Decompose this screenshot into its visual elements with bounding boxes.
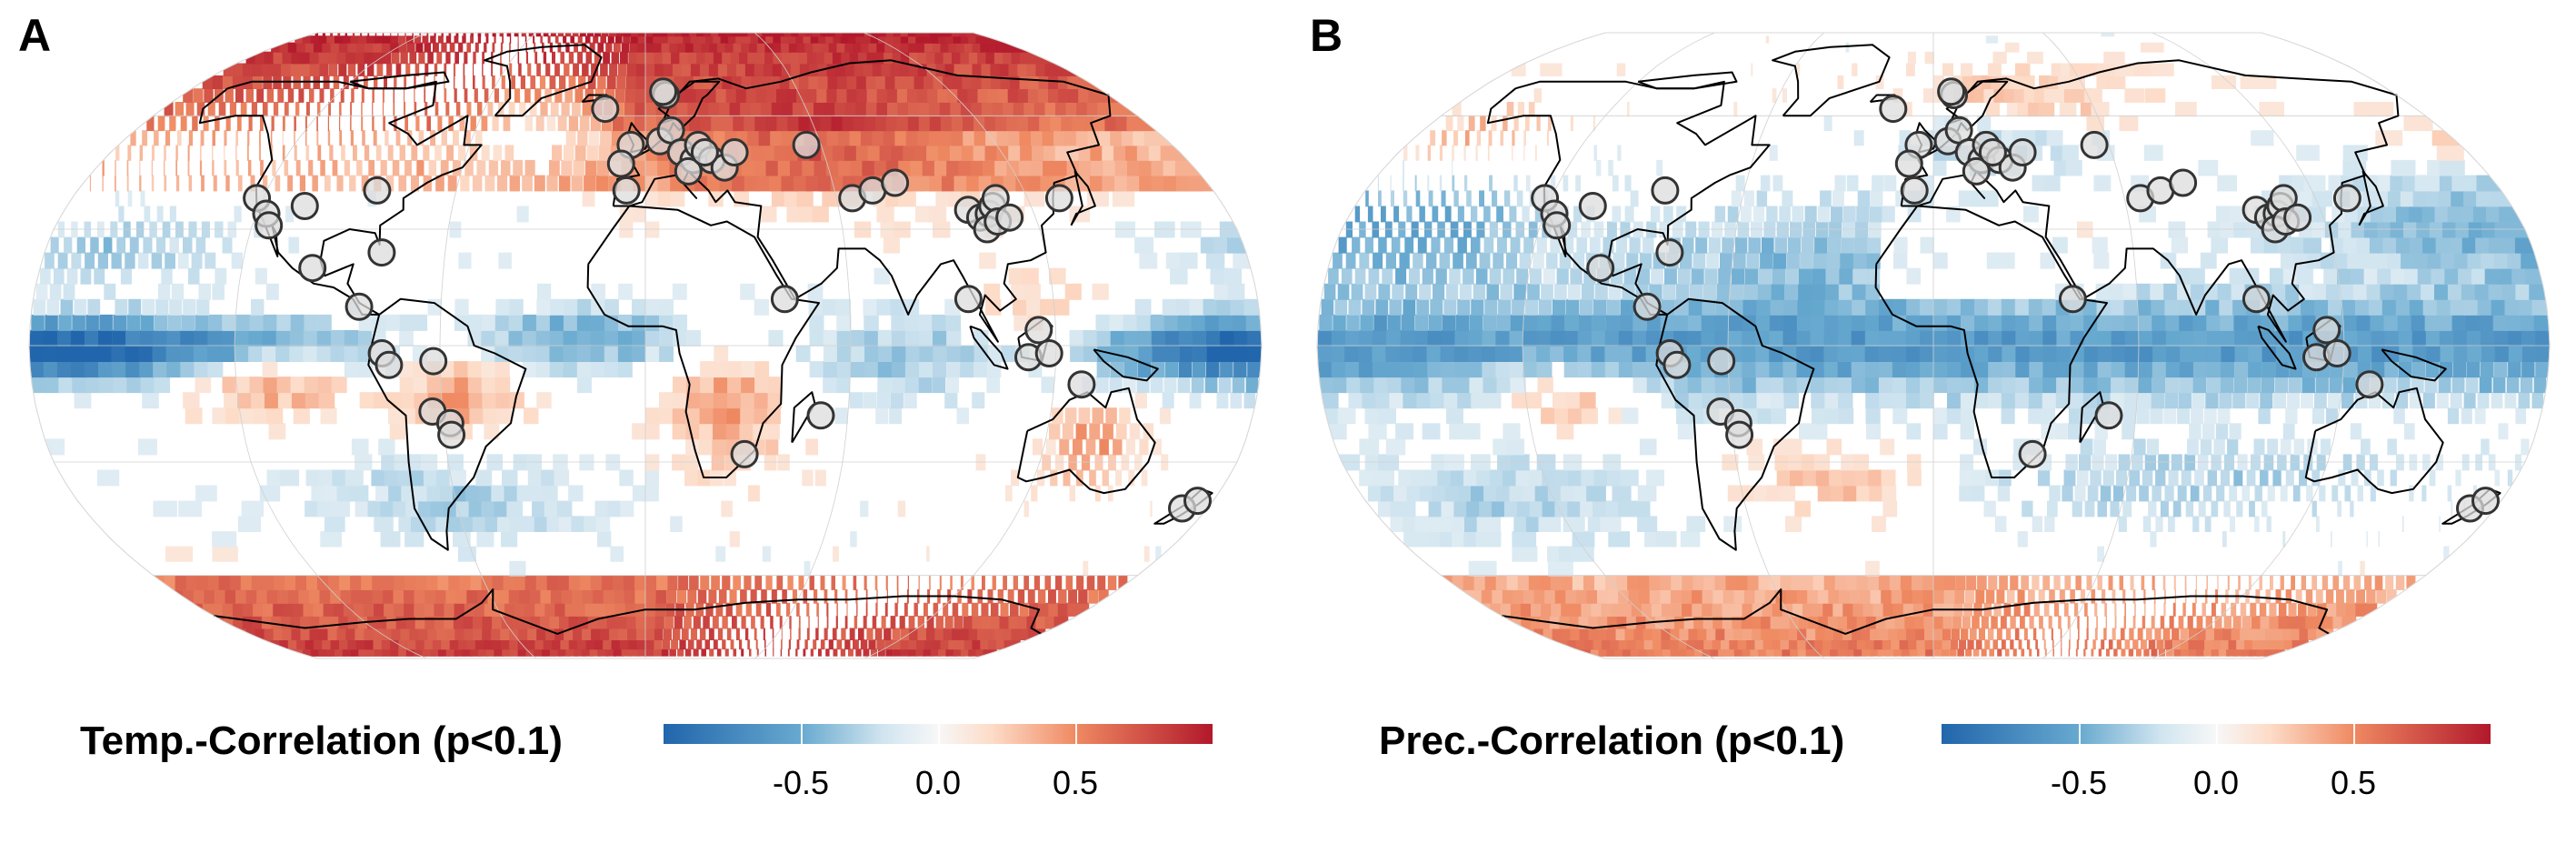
site-marker [649,77,678,106]
map-outline [1316,32,2551,659]
site-marker [2283,203,2312,232]
colorbar-tick-label: -0.5 [772,764,830,801]
panel-a: A Temp.-Correlation (p<0.1) -0.5 0.0 0.5 [18,10,1263,801]
site-marker [1894,149,1923,178]
colorbar-tick-label: 0.5 [2330,764,2377,801]
site-marker [1725,420,1754,449]
site-marker [1937,77,1966,106]
site-marker [1024,316,1053,345]
legend-title: Prec.-Correlation (p<0.1) [1379,718,1845,763]
site-marker [606,149,635,178]
site-marker [344,292,374,321]
site-marker [792,130,821,159]
site-marker [954,285,983,314]
site-marker [419,347,448,376]
site-marker [2058,285,2087,314]
site-marker [591,95,620,124]
site-marker [1044,184,1073,213]
proxy-sites [1531,77,2500,523]
site-marker [2355,370,2384,399]
colorbar: -0.5 0.0 0.5 [1942,724,2491,801]
colorbar-tick [2353,724,2355,744]
site-marker [674,156,703,186]
legend-title: Temp.-Correlation (p<0.1) [80,718,563,763]
site-marker [1662,350,1692,379]
colorbar: -0.5 0.0 0.5 [664,724,1213,801]
site-marker [2312,316,2341,345]
site-marker [2094,401,2123,430]
colorbar-tick-label: -0.5 [2050,764,2108,801]
site-marker [806,401,835,430]
site-marker [1183,487,1212,516]
site-marker [690,138,719,166]
correlation-map-precipitation [1316,32,2551,659]
site-marker [2322,339,2351,367]
proxy-sites [243,77,1212,523]
colorbar-tick-label: 0.5 [1052,764,1099,801]
site-marker [363,176,392,205]
panel-letter: A [18,10,52,61]
site-marker [881,168,910,197]
site-marker [298,254,327,283]
colorbar-tick [2079,724,2081,744]
site-marker [374,350,404,379]
panel-b: B Prec.-Correlation (p<0.1) -0.5 0.0 0.5 [1288,0,2576,854]
colorbar-tick [1075,724,1077,744]
site-marker [2242,285,2271,314]
site-marker [2080,130,2109,159]
site-marker [995,203,1024,232]
panel-letter: B [1310,10,1343,61]
site-marker [1632,292,1662,321]
colorbar-tick [801,724,803,744]
site-marker [2018,439,2047,468]
site-marker [612,176,641,205]
site-marker [2471,487,2500,516]
colorbar-tick-label: 0.0 [2192,764,2240,801]
colorbar-tick [938,724,940,744]
colorbar-tick [2216,724,2218,744]
site-marker [1067,370,1096,399]
correlation-map-temperature [28,32,1263,659]
site-marker [1586,254,1615,283]
site-marker [1707,347,1736,376]
site-marker [1578,192,1607,220]
site-marker [1543,211,1572,240]
site-marker [770,285,799,314]
site-marker [1879,95,1908,124]
site-marker [1978,138,2007,166]
site-marker [1651,176,1680,205]
site-marker [2008,138,2037,166]
site-marker [720,138,749,166]
correlation-field [29,33,1262,657]
site-marker [290,192,319,220]
site-marker [2169,168,2198,197]
site-marker [1962,156,1991,186]
site-marker [1900,176,1929,205]
map-outline [28,32,1263,659]
site-marker [1034,339,1063,367]
site-marker [367,238,396,267]
site-marker [730,439,759,468]
site-marker [1655,238,1684,267]
site-marker [255,211,284,240]
correlation-field [1317,33,2550,657]
site-marker [2332,184,2361,213]
site-marker [437,420,466,449]
colorbar-tick-label: 0.0 [914,764,962,801]
